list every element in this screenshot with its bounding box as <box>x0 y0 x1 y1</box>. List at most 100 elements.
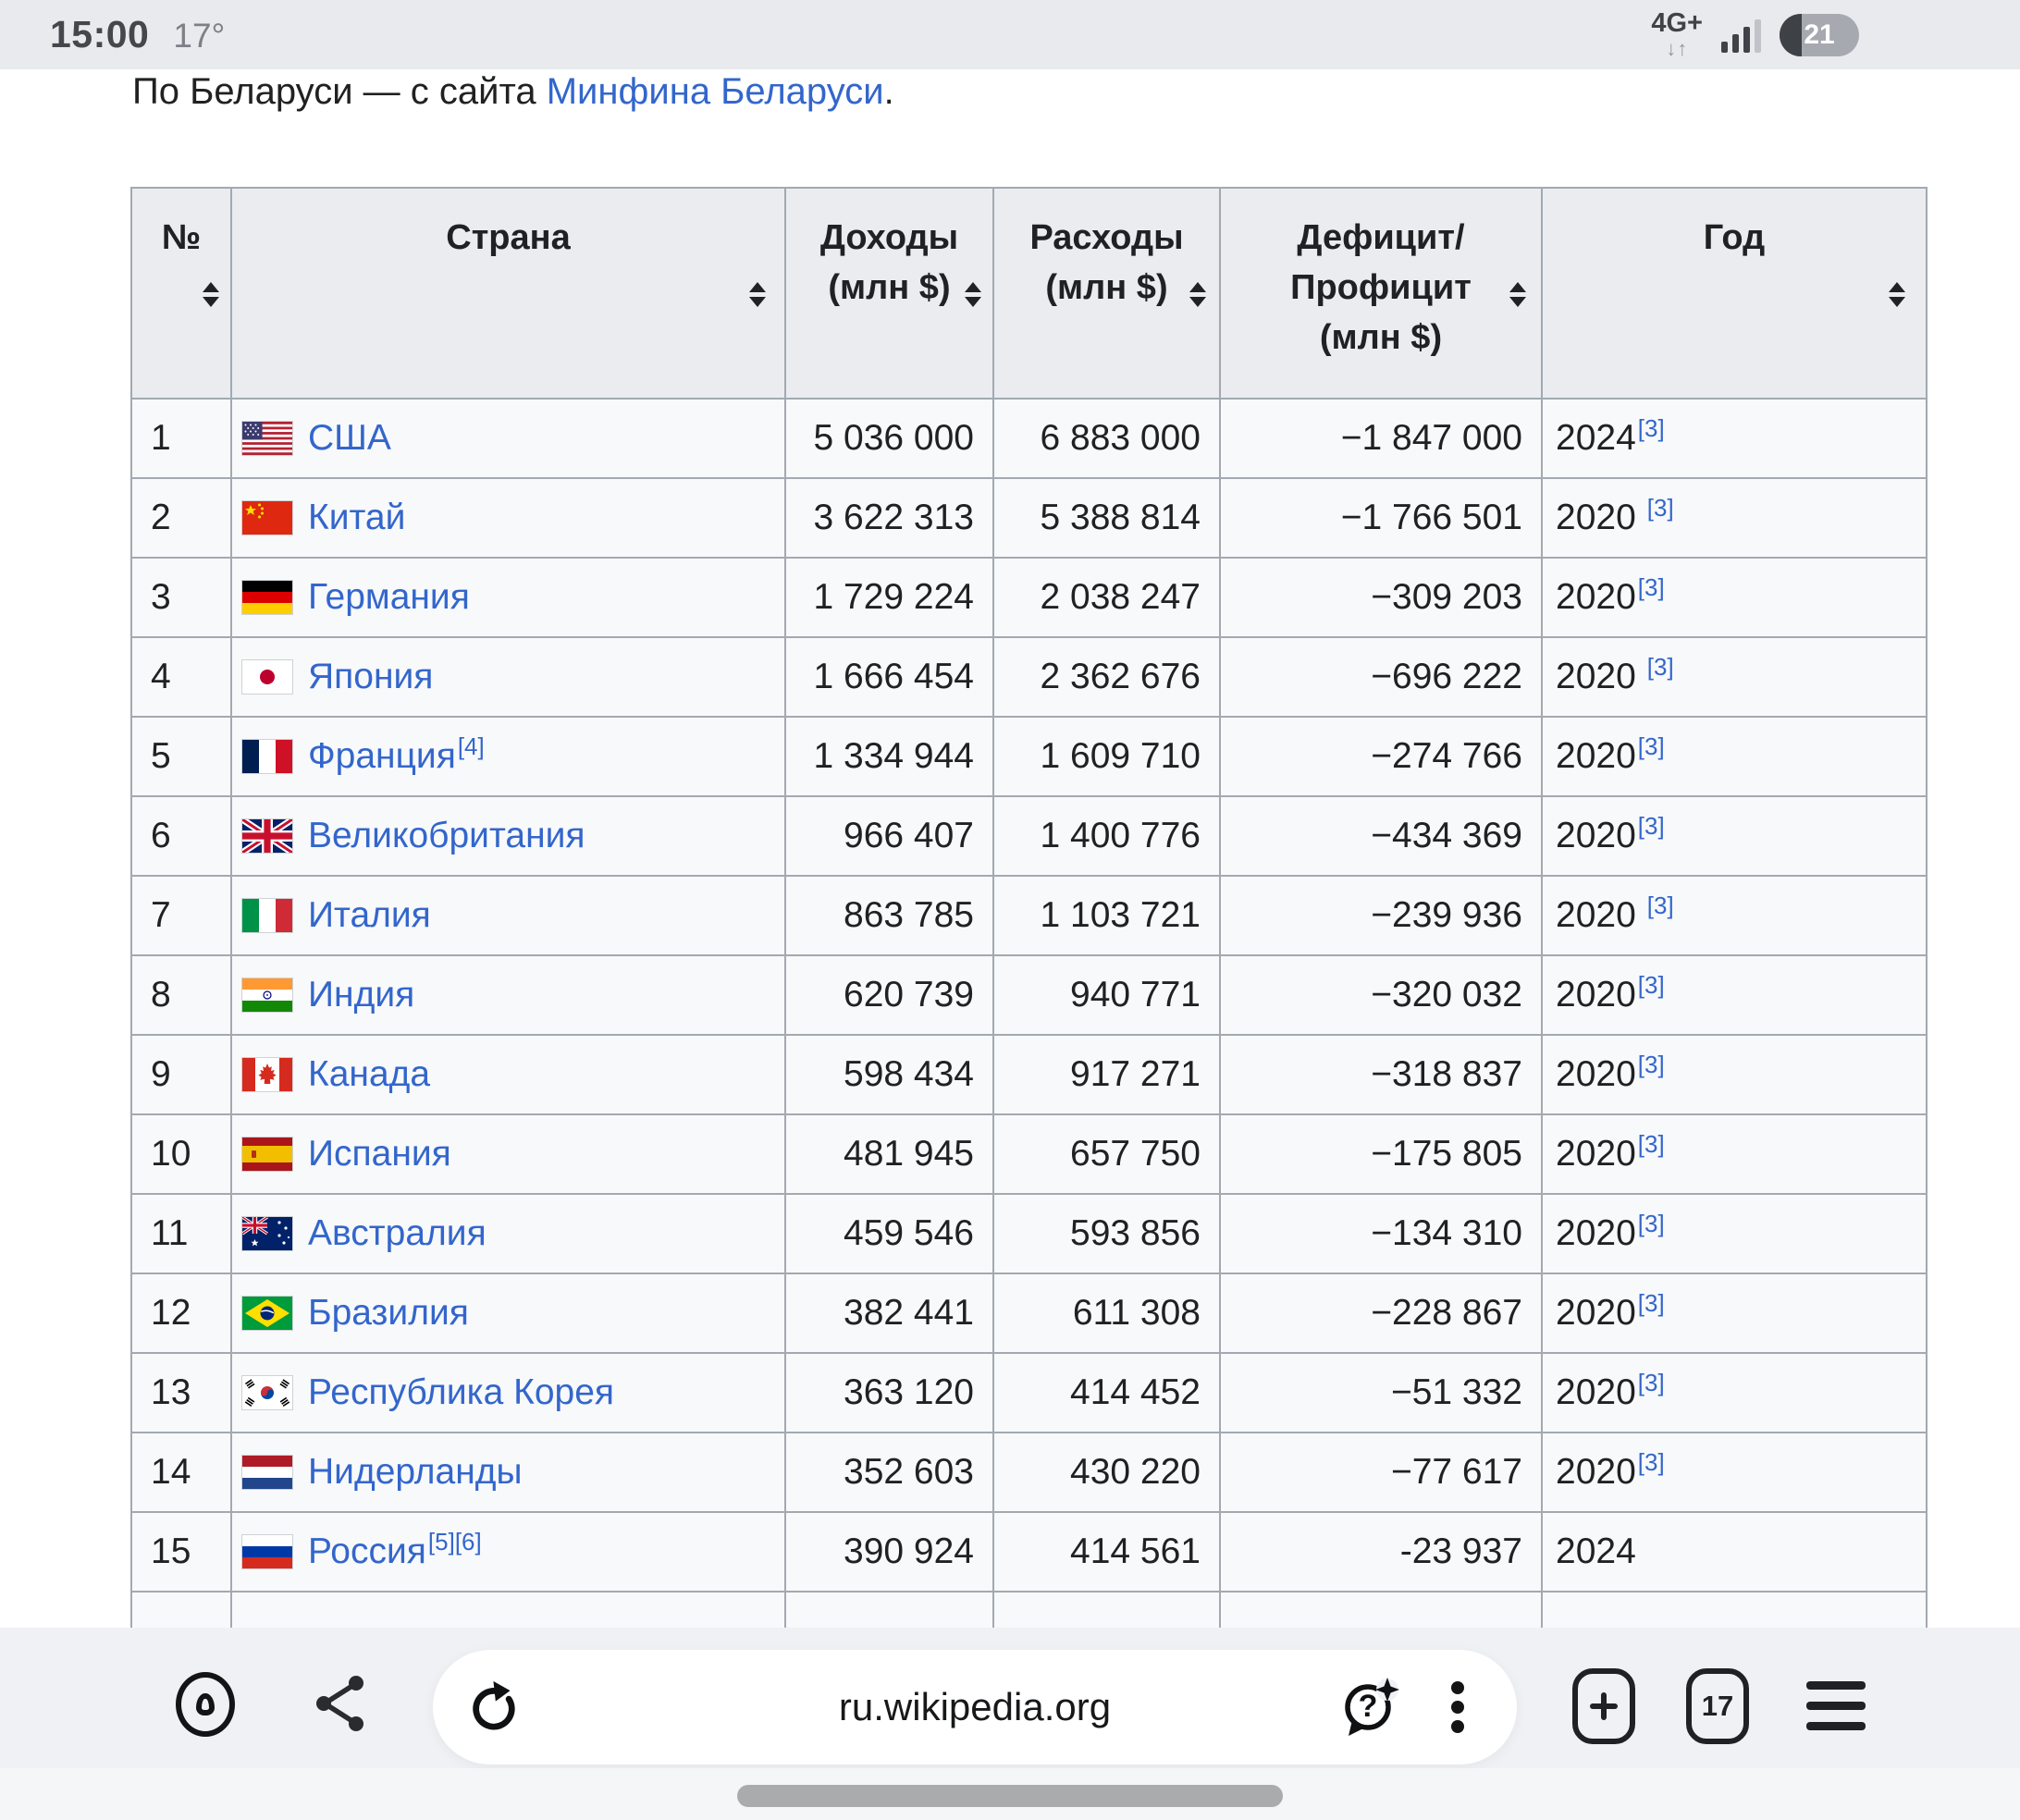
table-row: 11 Австралия 459 546 593 856 −134 310 2020[3] <box>130 1193 1928 1274</box>
rank-cell: 5 <box>130 716 232 797</box>
reference-link[interactable]: [3] <box>1637 414 1665 442</box>
country-cell: Республика Корея <box>230 1352 786 1433</box>
country-link[interactable]: Франция <box>308 736 456 776</box>
income-cell: 390 924 <box>784 1511 994 1592</box>
country-link[interactable]: Россия <box>308 1531 426 1571</box>
reference-link[interactable]: [3] <box>1646 653 1674 681</box>
expense-cell: 917 271 <box>992 1034 1221 1115</box>
income-cell: 382 441 <box>784 1273 994 1354</box>
country-link[interactable]: Канада <box>308 1054 431 1094</box>
minfin-belarus-link[interactable]: Минфина Беларуси <box>546 71 884 112</box>
year-cell: 2020[3] <box>1541 1432 1928 1513</box>
reference-link[interactable]: [3] <box>1637 732 1665 760</box>
reference-link[interactable]: [3] <box>1637 1369 1665 1396</box>
income-cell: 1 334 944 <box>784 716 994 797</box>
reference-link[interactable]: [3] <box>1637 1448 1665 1476</box>
share-icon[interactable] <box>313 1674 368 1733</box>
sort-icon <box>1509 274 1526 315</box>
flag-au-icon <box>241 1215 293 1251</box>
country-link[interactable]: Китай <box>308 498 406 537</box>
temperature: 17° <box>173 17 226 55</box>
column-header-income[interactable]: Доходы (млн $) <box>784 187 994 400</box>
deficit-cell: −318 837 <box>1219 1034 1543 1115</box>
deficit-cell: −274 766 <box>1219 716 1543 797</box>
income-cell: 1 666 454 <box>784 636 994 718</box>
table-row: 13 Республика Корея 363 120 414 452 −51 332 2… <box>130 1352 1928 1433</box>
url-text[interactable]: ru.wikipedia.org <box>838 1685 1112 1728</box>
rank-cell: 3 <box>130 557 232 638</box>
country-link[interactable]: Бразилия <box>308 1293 469 1333</box>
income-cell: 966 407 <box>784 795 994 877</box>
ai-search-icon[interactable]: ? <box>1339 1678 1400 1739</box>
deficit-cell: −134 310 <box>1219 1193 1543 1274</box>
column-header-deficit[interactable]: Дефицит/ Профицит (млн $) <box>1219 187 1543 400</box>
deficit-cell: −1 766 501 <box>1219 477 1543 559</box>
country-link[interactable]: Республика Корея <box>308 1372 615 1412</box>
reference-link[interactable]: [3] <box>1646 892 1674 919</box>
tabs-button[interactable]: 17 <box>1686 1668 1749 1744</box>
rank-cell: 10 <box>130 1113 232 1195</box>
deficit-cell: −51 332 <box>1219 1352 1543 1433</box>
country-link[interactable]: США <box>308 418 391 458</box>
table-row: 4 Япония 1 666 454 2 362 676 −696 222 2020 [3] <box>130 636 1928 718</box>
country-link[interactable]: Испания <box>308 1134 451 1174</box>
country-link[interactable]: Германия <box>308 577 470 617</box>
country-link[interactable]: Австралия <box>308 1213 487 1253</box>
reference-link[interactable]: [3] <box>1637 1051 1665 1078</box>
home-indicator[interactable] <box>737 1785 1283 1807</box>
table-row: 1 США 5 036 000 6 883 000 −1 847 000 2024[3] <box>130 398 1928 479</box>
reference-link[interactable]: [3] <box>1637 971 1665 999</box>
tab-count: 17 <box>1701 1690 1734 1722</box>
income-cell: 352 603 <box>784 1432 994 1513</box>
intro-sentence: По Беларуси — с сайта Минфина Беларуси. <box>132 71 894 112</box>
rank-cell: 13 <box>130 1352 232 1433</box>
reference-link[interactable]: [4] <box>457 732 485 760</box>
address-bar[interactable]: ru.wikipedia.org ? <box>433 1650 1517 1765</box>
assistant-icon[interactable] <box>176 1672 235 1737</box>
sort-icon <box>1189 274 1206 315</box>
reference-link[interactable]: [3] <box>1637 573 1665 601</box>
reference-link[interactable]: [3] <box>1637 1130 1665 1158</box>
rank-cell: 8 <box>130 954 232 1036</box>
rank-cell: 12 <box>130 1273 232 1354</box>
column-header-year[interactable]: Год <box>1541 187 1928 400</box>
column-header-expense[interactable]: Расходы (млн $) <box>992 187 1221 400</box>
reference-link[interactable]: [3] <box>1637 1210 1665 1237</box>
reference-link[interactable]: [3] <box>1646 494 1674 522</box>
year-cell: 2020[3] <box>1541 875 1928 956</box>
reference-link[interactable]: [5][6] <box>427 1528 482 1556</box>
deficit-cell: −309 203 <box>1219 557 1543 638</box>
country-link[interactable]: Италия <box>308 895 431 935</box>
country-link[interactable]: Индия <box>308 975 415 1015</box>
country-link[interactable]: Великобритания <box>308 816 585 855</box>
column-header-num[interactable]: № <box>130 187 232 400</box>
table-row: 12 Бразилия 382 441 611 308 −228 867 2020[3] <box>130 1273 1928 1354</box>
expense-cell: 657 750 <box>992 1113 1221 1195</box>
table-row: 10 Испания 481 945 657 750 −175 805 2020[3] <box>130 1113 1928 1195</box>
battery-fill <box>1780 13 1802 56</box>
year-cell: 2020[3] <box>1541 1034 1928 1115</box>
country-link[interactable]: Нидерланды <box>308 1452 523 1492</box>
table-row: 2 Китай 3 622 313 5 388 814 −1 766 501 2020 [3… <box>130 477 1928 559</box>
income-cell: 459 546 <box>784 1193 994 1274</box>
clock: 15:00 <box>50 13 150 55</box>
flag-kr-icon <box>241 1374 293 1410</box>
deficit-cell: −1 847 000 <box>1219 398 1543 479</box>
expense-cell: 2 362 676 <box>992 636 1221 718</box>
expense-cell: 6 883 000 <box>992 398 1221 479</box>
year-cell: 2020[3] <box>1541 1113 1928 1195</box>
more-options-icon[interactable] <box>1450 1681 1465 1733</box>
income-cell: 363 120 <box>784 1352 994 1433</box>
new-tab-button[interactable] <box>1572 1668 1635 1744</box>
table-row: 6 Великобритания 966 407 1 400 776 −434 369 2… <box>130 795 1928 877</box>
country-cell: Германия <box>230 557 786 638</box>
column-header-country[interactable]: Страна <box>230 187 786 400</box>
reference-link[interactable]: [3] <box>1637 812 1665 840</box>
table-row: 9 Канада 598 434 917 271 −318 837 2020[3] <box>130 1034 1928 1115</box>
country-link[interactable]: Япония <box>308 657 434 696</box>
flag-in-icon <box>241 977 293 1013</box>
reload-icon[interactable] <box>464 1679 518 1733</box>
reference-link[interactable]: [3] <box>1637 1289 1665 1317</box>
year-cell: 2020[3] <box>1541 954 1928 1036</box>
menu-icon[interactable] <box>1806 1681 1866 1730</box>
